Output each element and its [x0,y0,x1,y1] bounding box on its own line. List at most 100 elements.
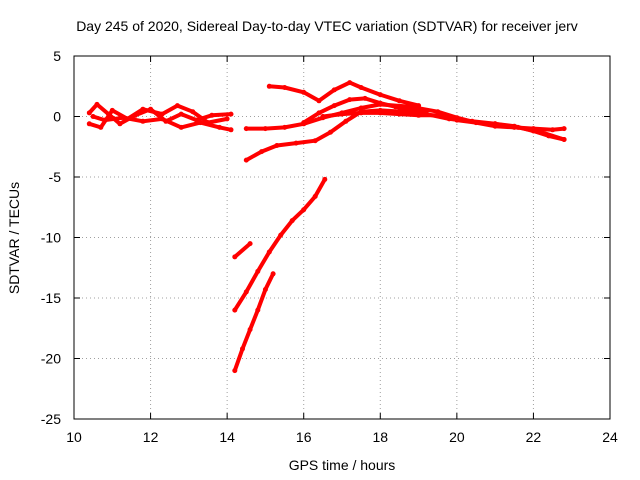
x-tick-label: 10 [66,429,82,445]
data-point [396,111,402,117]
data-point [561,126,567,132]
series-line-sat-k [232,271,276,373]
data-point [435,112,441,118]
data-point [396,98,402,104]
x-tick-label: 20 [449,429,465,445]
data-point [217,124,222,130]
y-tick-label: -25 [41,411,61,427]
data-point [232,254,238,260]
data-point [343,118,349,124]
y-tick-labels: -25 -20 -15 -10 -5 0 5 [41,48,61,427]
data-point [255,307,261,313]
data-point [209,112,215,118]
y-tick-label: -10 [41,230,61,246]
data-point [530,128,536,134]
data-point [408,104,414,110]
data-point [416,112,422,118]
y-tick-label: 0 [53,109,61,125]
data-point [473,120,479,126]
x-tick-labels: 10 12 14 16 18 20 22 24 [66,429,618,445]
data-point [228,111,234,117]
data-point [140,106,146,112]
series-line-sat-i [232,241,253,259]
data-point [174,103,180,109]
x-tick-label: 18 [372,429,388,445]
data-point [347,97,353,103]
data-point [121,115,127,121]
x-tick-label: 14 [219,429,235,445]
data-point [289,218,295,224]
data-point [278,232,284,238]
data-point [316,98,322,104]
data-point [262,126,268,132]
data-point [247,327,253,332]
data-point [190,109,196,115]
data-point [274,143,280,148]
data-point [550,127,556,133]
series-line-sat-h [320,110,567,142]
data-point [282,124,288,130]
data-point [358,85,364,90]
data-point [377,110,383,116]
data-point [247,241,253,247]
data-point [301,89,307,95]
data-point [312,193,318,199]
data-point [301,120,307,126]
data-point [86,121,92,127]
data-point [240,346,245,352]
data-point [358,110,364,116]
data-point [255,268,261,274]
data-point [159,111,165,117]
x-tick-label: 24 [602,429,618,445]
data-point [312,138,318,144]
data-point [262,287,268,292]
data-point [243,289,249,295]
data-point [94,101,100,107]
data-point [331,87,337,93]
x-tick-label: 22 [526,429,542,445]
series-group [86,80,567,374]
y-axis-label: SDTVAR / TECUs [6,182,22,294]
data-point [117,121,123,127]
data-point [331,103,337,109]
y-tick-label: -5 [49,169,62,185]
data-point [266,83,272,89]
data-point [320,114,326,119]
y-tick-label: -15 [41,290,61,306]
data-point [362,95,368,101]
x-tick-label: 16 [296,429,312,445]
data-point [328,129,333,135]
data-point [243,157,249,163]
data-point [339,111,345,117]
data-point [435,109,441,115]
data-point [140,118,146,124]
data-point [228,127,234,133]
data-point [454,117,460,123]
data-point [197,120,203,126]
ticks [73,55,611,420]
data-point [270,271,276,277]
data-point [293,140,299,146]
y-tick-label: 5 [53,48,61,64]
chart-title: Day 245 of 2020, Sidereal Day-to-day VTE… [76,18,578,34]
data-point [561,137,567,142]
data-point [243,126,249,132]
data-point [90,114,96,119]
data-point [546,133,552,139]
series-line-sat-g [244,108,567,163]
data-point [316,110,322,116]
y-tick-label: -20 [41,351,61,367]
data-point [347,80,353,86]
data-point [98,124,104,130]
data-point [102,117,108,123]
data-point [232,307,238,313]
data-point [159,116,165,122]
data-point [178,111,184,117]
data-point [86,110,92,116]
data-point [322,176,328,182]
x-axis-label: GPS time / hours [289,457,396,473]
data-point [377,100,383,106]
data-point [393,104,399,110]
data-point [358,105,364,111]
